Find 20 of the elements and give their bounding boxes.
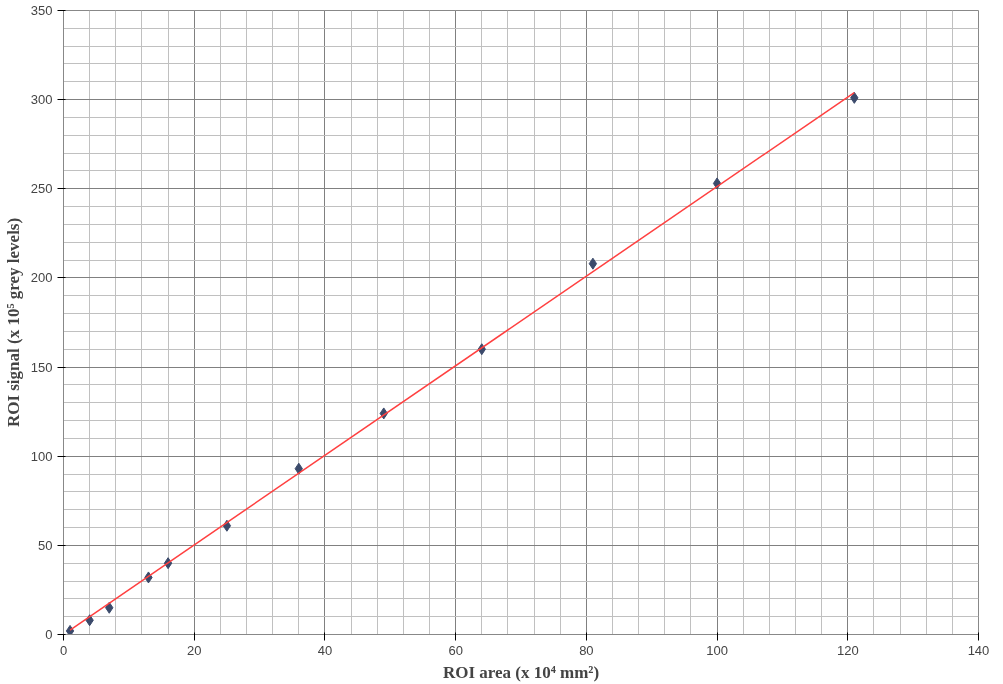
y-tick-label: 150	[30, 359, 53, 375]
point	[588, 257, 598, 270]
x-tick-label: 120	[836, 642, 859, 658]
y-axis-title: ROI signal (x 10⁵ grey levels)	[3, 217, 23, 428]
y-tick-label: 0	[45, 627, 53, 642]
y-tick-label: 100	[30, 448, 53, 464]
x-tick-label: 0	[59, 642, 68, 658]
x-tick-label: 80	[579, 642, 594, 658]
point	[65, 624, 75, 635]
y-tick-label: 300	[30, 92, 53, 108]
y-tick-label: 50	[38, 537, 53, 553]
y-tick-label: 350	[30, 3, 53, 18]
x-tick-label: 100	[706, 642, 728, 658]
x-tick-label: 140	[967, 642, 990, 658]
y-tick-label: 250	[30, 181, 53, 197]
x-axis-title: ROI area (x 10⁴ mm²)	[442, 662, 600, 682]
x-tick-label: 40	[317, 642, 333, 658]
y-tick-label: 200	[30, 270, 53, 286]
x-tick-label: 20	[186, 642, 202, 658]
x-tick-label: 60	[448, 642, 463, 658]
